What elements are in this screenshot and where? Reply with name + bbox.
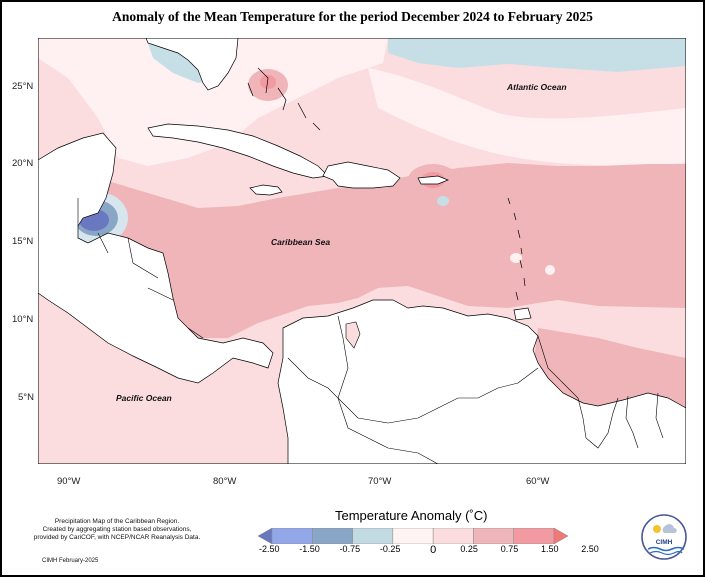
land-cuba — [147, 123, 329, 179]
legend-value-label: 0 — [430, 544, 437, 556]
lake-maracaibo — [345, 321, 361, 349]
legend-swatch-high-arrow — [553, 528, 568, 544]
anomaly-spot-cool-virgin — [437, 196, 449, 206]
map-title: Anomaly of the Mean Temperature for the … — [112, 9, 593, 24]
lat-label-20n: 20°N — [12, 158, 34, 169]
legend-title: Temperature Anomaly (˚C) — [335, 508, 488, 523]
logo-text: CIMH — [656, 539, 673, 546]
credit-line-3: provided by CariCOF, with NCEP/NCAR Rean… — [33, 534, 201, 541]
legend-value-label: -2.50 — [259, 544, 280, 554]
lat-label-15n: 15°N — [12, 236, 34, 247]
label-pacific-ocean: Pacific Ocean — [116, 393, 172, 403]
credit-text: Precipitation Map of the Caribbean Regio… — [22, 518, 212, 542]
anomaly-spot-cool-barbados — [545, 265, 555, 275]
label-caribbean-sea: Caribbean Sea — [271, 237, 331, 247]
legend-value-label: -0.25 — [379, 544, 401, 554]
anomaly-map — [38, 38, 686, 464]
legend-swatch — [312, 528, 353, 544]
lon-label-70w: 70°W — [368, 476, 392, 487]
land-bahamas — [247, 67, 321, 131]
anomaly-zone-cool-atlantic — [388, 38, 686, 72]
lon-label-80w: 80°W — [213, 476, 237, 487]
anomaly-spot-cool-lesser — [510, 253, 522, 263]
lon-label-90w: 90°W — [57, 476, 81, 487]
legend-swatch-low-arrow — [258, 528, 273, 544]
land-florida — [145, 38, 239, 91]
legend-value-label: 1.50 — [541, 544, 559, 554]
anomaly-spot-hot-bahamas — [260, 75, 276, 89]
land-jamaica — [249, 184, 283, 196]
credit-date: CIMH February-2025 — [42, 558, 99, 564]
legend-swatch — [392, 528, 434, 544]
lat-label-10n: 10°N — [12, 314, 34, 325]
cimh-logo: CIMH — [641, 514, 687, 560]
legend-value-label: 2.50 — [581, 544, 599, 554]
anomaly-zone-mid-caribbean — [38, 163, 686, 338]
legend-value-label: 0.75 — [500, 544, 519, 554]
lat-label-5n: 5°N — [18, 392, 34, 403]
legend-swatch — [432, 528, 474, 544]
anomaly-zone-light-north — [38, 38, 388, 166]
land-hispaniola — [322, 161, 401, 189]
border-guianas — [537, 335, 664, 449]
legend-value-label: 0.25 — [460, 544, 478, 554]
anomaly-zone-light-atlantic — [368, 68, 686, 166]
legend-swatch — [271, 528, 313, 544]
land-puerto-rico — [417, 175, 449, 185]
credit-line-1: Precipitation Map of the Caribbean Regio… — [54, 518, 180, 525]
border-colombia — [287, 357, 439, 464]
legend-value-label: -1.50 — [299, 544, 320, 554]
legend-value-label: -0.75 — [339, 544, 361, 554]
land-lesser-antilles — [507, 197, 526, 301]
label-atlantic-ocean: Atlantic Ocean — [507, 82, 567, 92]
legend-swatch — [473, 528, 514, 544]
legend-swatch — [513, 528, 555, 544]
lon-label-60w: 60°W — [526, 476, 550, 487]
land-trinidad — [513, 307, 532, 321]
border-central-america — [77, 198, 204, 339]
border-venezuela — [337, 315, 539, 424]
legend-colorbar — [258, 528, 568, 544]
lat-label-25n: 25°N — [12, 81, 34, 92]
legend-swatch — [352, 528, 394, 544]
credit-line-2: Created by aggregating station based obs… — [42, 526, 192, 533]
